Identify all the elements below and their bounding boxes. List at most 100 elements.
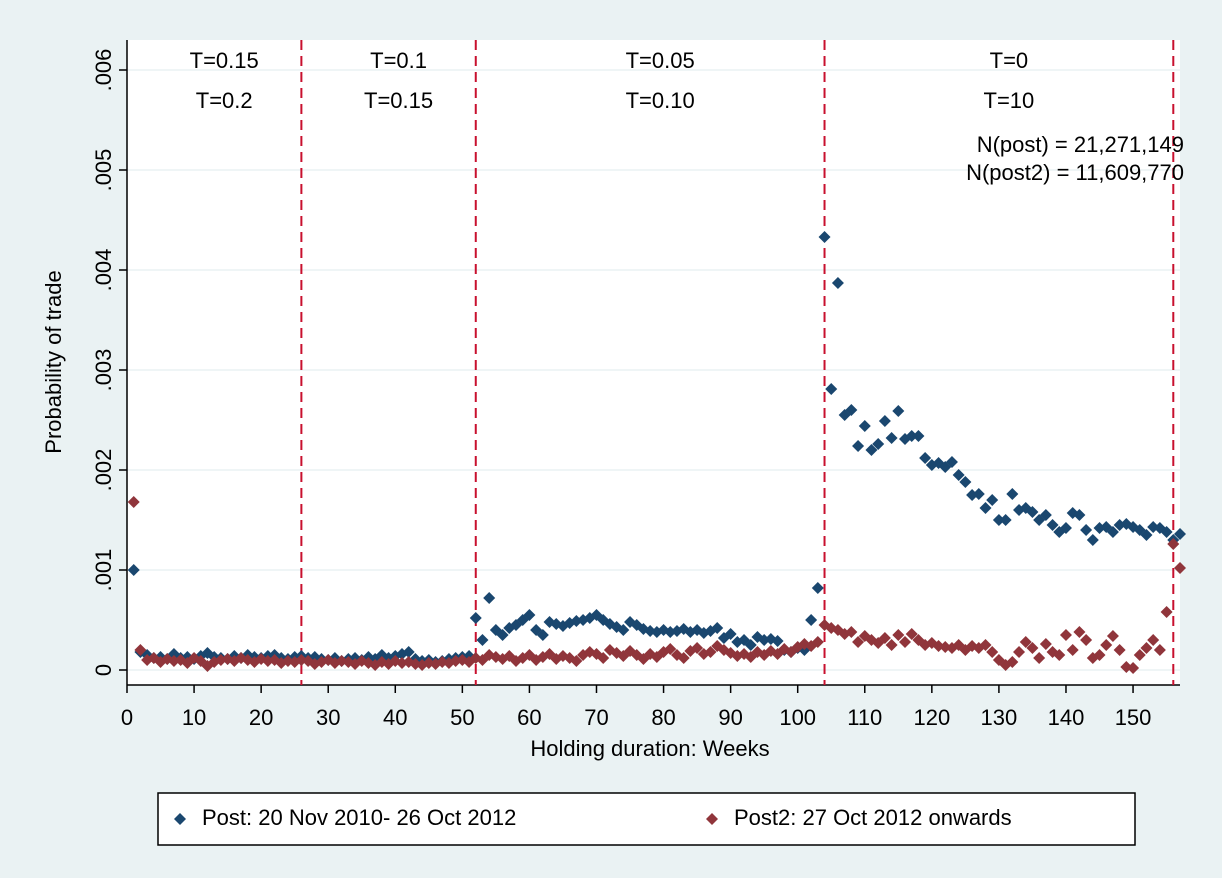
point [1147, 634, 1160, 646]
point [1080, 634, 1093, 646]
point [1140, 529, 1153, 541]
point [1127, 662, 1140, 674]
y-tick-label: .006 [91, 49, 116, 92]
legend-marker [706, 813, 718, 825]
point [912, 430, 925, 442]
point [711, 622, 724, 634]
point [905, 430, 918, 442]
x-tick-label: 130 [981, 705, 1018, 730]
x-tick-label: 70 [584, 705, 608, 730]
region-label: T=0.05 [626, 48, 695, 73]
point [1174, 528, 1186, 540]
point [1106, 630, 1119, 642]
x-tick-label: 60 [517, 705, 541, 730]
point [771, 635, 784, 647]
region-label-alt: T=0.15 [364, 88, 433, 113]
point [979, 639, 992, 651]
point [469, 612, 482, 624]
point [818, 231, 831, 243]
point [1133, 649, 1146, 661]
point [744, 639, 757, 651]
point [248, 656, 261, 668]
point [691, 642, 704, 654]
point [1174, 562, 1186, 574]
point [1046, 519, 1059, 531]
y-tick-label: .003 [91, 349, 116, 392]
point [986, 646, 999, 658]
point [597, 652, 610, 664]
x-tick-label: 140 [1048, 705, 1085, 730]
point [972, 488, 985, 500]
legend-label: Post: 20 Nov 2010- 26 Oct 2012 [202, 805, 516, 830]
point [805, 614, 818, 626]
point [704, 646, 717, 658]
legend-box [157, 792, 1136, 846]
point [999, 514, 1012, 526]
point [134, 644, 147, 656]
point [1059, 522, 1072, 534]
point [127, 496, 140, 508]
x-axis-title: Holding duration: Weeks [530, 736, 769, 761]
y-axis-title: Probability of trade [41, 270, 66, 453]
point [536, 629, 549, 641]
point [845, 404, 858, 416]
point [1026, 642, 1039, 654]
point [825, 383, 838, 395]
point [878, 632, 891, 644]
point [919, 452, 932, 464]
point [979, 502, 992, 514]
point [1059, 629, 1072, 641]
y-tick-label: 0 [91, 664, 116, 676]
x-tick-label: 100 [779, 705, 816, 730]
point [831, 277, 844, 289]
point [570, 655, 583, 667]
x-tick-label: 30 [316, 705, 340, 730]
x-tick-label: 80 [651, 705, 675, 730]
point [1160, 606, 1173, 618]
point [945, 456, 958, 468]
point [992, 514, 1005, 526]
point [1039, 509, 1052, 521]
point [959, 476, 972, 488]
region-label-alt: T=0.10 [626, 88, 695, 113]
x-tick-label: 20 [249, 705, 273, 730]
point [1026, 506, 1039, 518]
point [885, 639, 898, 651]
plot-area [127, 40, 1180, 685]
y-tick-label: .002 [91, 449, 116, 492]
y-tick-label: .004 [91, 249, 116, 292]
point [1106, 526, 1119, 538]
note: N(post) = 21,271,149 [977, 132, 1184, 157]
point [402, 646, 415, 658]
point [878, 415, 891, 427]
point [724, 628, 737, 640]
point [127, 564, 140, 576]
legend-marker [174, 813, 186, 825]
point [865, 444, 878, 456]
point [1073, 509, 1086, 521]
x-tick-label: 90 [718, 705, 742, 730]
point [852, 440, 865, 452]
point [1153, 644, 1166, 656]
point [892, 629, 905, 641]
x-tick-label: 120 [913, 705, 950, 730]
point [1066, 644, 1079, 656]
point [1006, 488, 1019, 500]
point [1053, 649, 1066, 661]
point [872, 438, 885, 450]
point [1100, 639, 1113, 651]
y-tick-label: .005 [91, 149, 116, 192]
x-tick-label: 40 [383, 705, 407, 730]
point [496, 629, 509, 641]
point [885, 432, 898, 444]
region-label: T=0 [990, 48, 1029, 73]
point [1033, 652, 1046, 664]
point [1140, 642, 1153, 654]
point [986, 494, 999, 506]
point [1039, 638, 1052, 650]
region-label-alt: T=10 [984, 88, 1035, 113]
point [1167, 538, 1180, 550]
point [1093, 649, 1106, 661]
legend-label: Post2: 27 Oct 2012 onwards [734, 805, 1012, 830]
